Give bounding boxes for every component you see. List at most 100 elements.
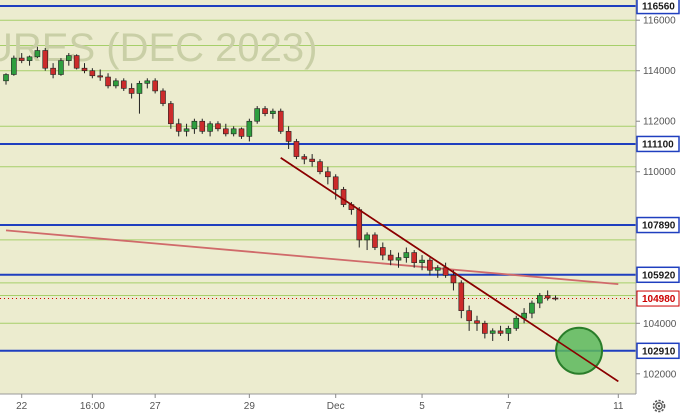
candle-body (152, 80, 158, 92)
candle-body (160, 90, 166, 104)
price-level-label: 102910 (642, 346, 676, 357)
y-tick-label: 102000 (643, 369, 677, 380)
candle-body (58, 60, 64, 75)
current-price-box (636, 290, 680, 307)
candle-body (175, 123, 182, 132)
candle-body (364, 234, 370, 241)
x-tick-label: 27 (150, 401, 162, 412)
candle-body (427, 259, 433, 271)
candle-body (73, 55, 80, 69)
candle-body (395, 257, 402, 261)
candle-body (466, 310, 472, 322)
price-level-box (636, 0, 680, 15)
candle-body (489, 330, 496, 334)
y-tick-label: 116000 (643, 16, 676, 27)
candle-body (372, 234, 378, 248)
trend-line-support-ray (5, 229, 619, 286)
candle-body (552, 297, 559, 300)
candle-body (379, 247, 386, 256)
candle-body (207, 123, 213, 132)
price-level-label: 111100 (642, 139, 674, 150)
candle-body (387, 254, 394, 261)
candle-body (191, 120, 198, 130)
price-level-label: 116560 (642, 2, 675, 13)
x-tick-label: 7 (506, 401, 512, 412)
candle-body (183, 128, 190, 132)
candle-body (513, 317, 520, 329)
price-level-label: 107890 (642, 221, 676, 232)
candle-body (270, 110, 276, 114)
candle-body (301, 156, 308, 160)
candle-body (544, 295, 551, 299)
candle-body (254, 108, 260, 122)
current-price-label: 104980 (642, 294, 676, 305)
candle-body (403, 252, 410, 258)
candle-body (419, 259, 425, 263)
candle-body (120, 80, 127, 89)
price-level-box (636, 135, 680, 153)
x-tick-label: 29 (244, 401, 256, 412)
candle-body (450, 274, 457, 284)
candle-body (128, 88, 135, 94)
candle-body (89, 70, 96, 77)
x-tick-label: 11 (613, 401, 624, 412)
x-tick-label: Dec (327, 401, 345, 412)
candle-body (66, 55, 72, 61)
candle-body (505, 328, 512, 334)
price-level-labels: 116560 111100 107890 105920 102910 104980 (636, 0, 680, 360)
candle-body (293, 141, 300, 157)
y-axis-ticks: 116000 114000 112000 110000 104000 102000 (636, 16, 677, 380)
candle-body (230, 128, 237, 135)
candle-body (11, 57, 17, 75)
candle-body (325, 171, 331, 178)
settings-gear-icon[interactable] (652, 399, 666, 413)
trend-line-overlay (280, 157, 619, 383)
watermark-text: URES (DEC 2023) (0, 26, 317, 70)
price-level-label: 105920 (642, 270, 676, 281)
x-tick-label: 5 (419, 401, 425, 412)
candle-body (223, 128, 229, 135)
target-zone (280, 157, 619, 383)
price-level-box (636, 216, 680, 234)
candle-body (317, 161, 323, 173)
candle-body (536, 295, 543, 304)
candle-body (168, 103, 174, 125)
price-level-lines (0, 5, 636, 352)
candle-body (238, 128, 245, 137)
x-axis-ticks: 22 16:00 27 29 Dec 5 7 11 (16, 394, 624, 412)
candle-body (136, 83, 143, 94)
y-tick-label: 104000 (643, 319, 677, 330)
price-level-box (636, 342, 680, 360)
candle-body (246, 120, 253, 137)
candle-body (26, 56, 33, 61)
candle-body (458, 282, 465, 311)
candle-body (482, 322, 488, 334)
candle-body (199, 120, 206, 132)
candle-body (497, 330, 504, 334)
plot-area (0, 0, 636, 394)
candle-body (262, 108, 268, 114)
x-tick-label: 16:00 (80, 401, 105, 412)
candle-body (113, 80, 119, 87)
candle-body (434, 267, 441, 271)
candle-body (34, 50, 41, 58)
candle-body (42, 50, 49, 69)
candle-body (105, 76, 111, 87)
candle-body (285, 131, 292, 142)
y-tick-label: 110000 (643, 167, 676, 178)
candle-body (144, 80, 151, 84)
candle-body (332, 176, 339, 190)
candle-body (474, 320, 480, 324)
candle-body (309, 158, 315, 162)
price-level-box (636, 266, 680, 284)
candle-body (18, 57, 25, 61)
candlesticks (3, 46, 559, 341)
candle-body (340, 189, 347, 205)
candle-body (215, 123, 221, 130)
y-tick-label: 112000 (643, 117, 676, 128)
candle-body (356, 209, 363, 241)
x-tick-label: 22 (16, 401, 28, 412)
candle-body (97, 75, 103, 78)
candle-body (50, 67, 56, 75)
